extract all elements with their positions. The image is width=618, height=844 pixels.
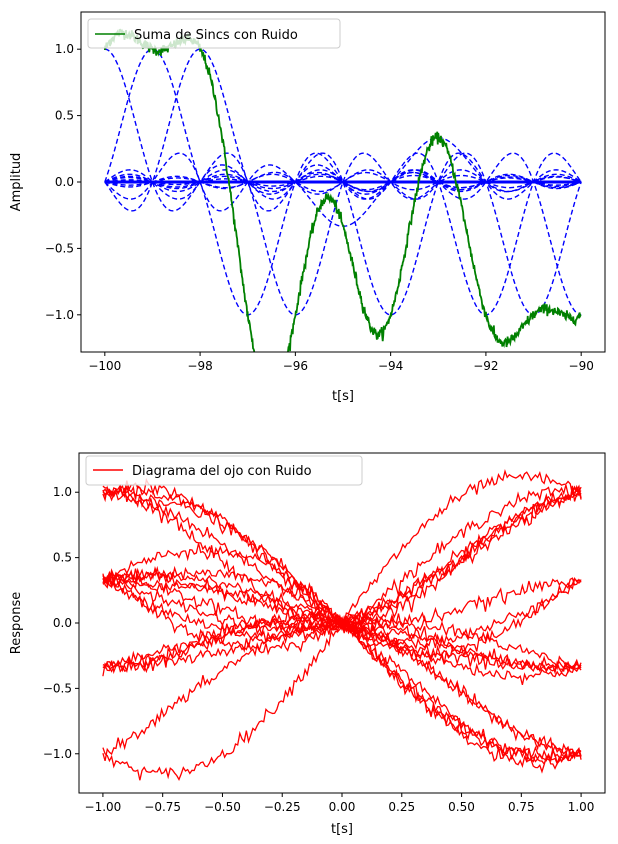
eye-trace-line	[102, 568, 582, 675]
y-tick-label: 0.5	[55, 109, 74, 123]
sinc-pulse-line	[104, 152, 582, 316]
y-tick-label: 1.0	[53, 485, 72, 499]
sinc-sum-chart: −100 −98 −96 −94 −92 −90 −1.0 −0.5 0.0 0.5 1.0 t[…	[9, 11, 606, 404]
eye-trace-line	[102, 613, 582, 677]
sinc-pulse-line	[104, 48, 582, 212]
x-tick-label: 1.00	[568, 800, 595, 814]
y-tick-label: 0.5	[53, 551, 72, 565]
x-tick-label: 0.75	[508, 800, 535, 814]
x-tick-label: 0.00	[329, 800, 356, 814]
x-tick-label: −92	[473, 359, 498, 373]
x-axis-label: t[s]	[331, 822, 353, 837]
x-axis-label: t[s]	[332, 389, 354, 404]
x-axis: −1.00 −0.75 −0.50 −0.25 0.00 0.25 0.50 0.75 1.00	[85, 793, 595, 814]
eye-trace-line	[102, 565, 582, 632]
y-tick-label: −1.0	[43, 747, 72, 761]
y-tick-label: 0.0	[53, 616, 72, 630]
x-tick-label: 0.50	[448, 800, 475, 814]
x-tick-label: −100	[88, 359, 121, 373]
sinc-pulse-line	[104, 152, 582, 316]
y-axis-label: Amplitud	[9, 153, 24, 212]
eye-trace-line	[102, 611, 582, 757]
x-tick-label: −0.25	[264, 800, 301, 814]
y-tick-label: −0.5	[45, 241, 74, 255]
x-tick-label: −90	[569, 359, 594, 373]
y-axis-label: Response	[9, 592, 24, 654]
y-tick-label: 1.0	[55, 42, 74, 56]
sinc-pulse-line	[104, 152, 582, 316]
eye-traces	[102, 468, 582, 781]
y-tick-label: 0.0	[55, 175, 74, 189]
legend-label: Suma de Sincs con Ruido	[134, 28, 298, 43]
sinc-pulse-line	[104, 152, 582, 316]
x-tick-label: −0.50	[204, 800, 241, 814]
x-tick-label: −96	[283, 359, 308, 373]
legend-box	[87, 18, 341, 49]
legend-label: Diagrama del ojo con Ruido	[132, 464, 312, 479]
legend: Diagrama del ojo con Ruido	[85, 455, 363, 486]
y-tick-label: −0.5	[43, 681, 72, 695]
x-tick-label: 0.25	[388, 800, 415, 814]
eye-trace-line	[102, 484, 582, 650]
series-lines	[103, 28, 582, 352]
sinc-pulse-line	[104, 48, 582, 212]
x-tick-label: −0.75	[144, 800, 181, 814]
x-tick-label: −98	[187, 359, 212, 373]
eye-trace-line	[102, 488, 582, 636]
y-tick-label: −1.0	[45, 308, 74, 322]
eye-diagram-chart: −1.00 −0.75 −0.50 −0.25 0.00 0.25 0.50 0.75 1.00…	[9, 452, 606, 837]
y-axis: −1.0 −0.5 0.0 0.5 1.0	[45, 42, 81, 322]
y-axis: −1.0 −0.5 0.0 0.5 1.0	[43, 485, 79, 761]
x-axis: −100 −98 −96 −94 −92 −90	[88, 352, 594, 373]
x-tick-label: −94	[378, 359, 403, 373]
legend-box	[85, 455, 363, 486]
legend: Suma de Sincs con Ruido	[87, 18, 341, 49]
x-tick-label: −1.00	[85, 800, 122, 814]
eye-trace-line	[102, 484, 582, 636]
